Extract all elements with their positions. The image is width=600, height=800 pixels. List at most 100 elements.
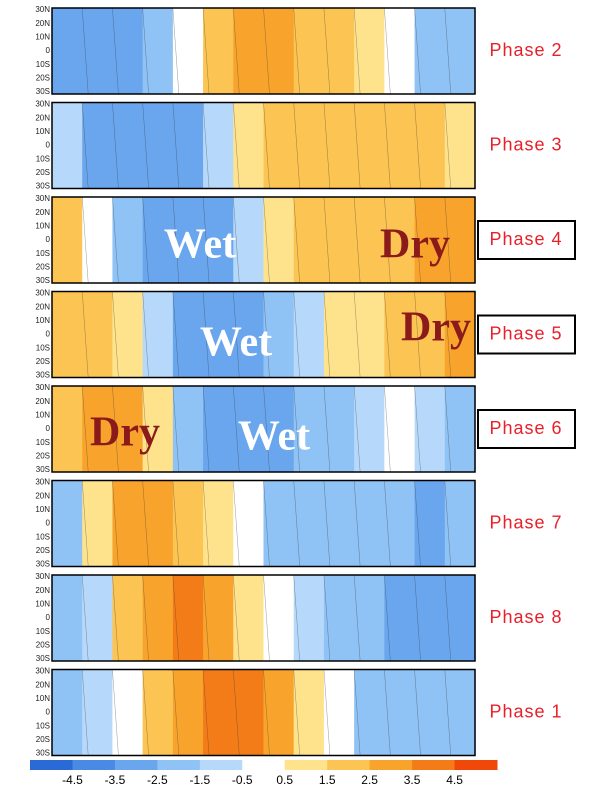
contour <box>202 7 210 95</box>
colorbar-swatch <box>199 760 243 770</box>
colorbar-tick: -1.5 <box>189 773 210 787</box>
contour <box>81 669 89 756</box>
lat-label: 30N <box>35 194 50 203</box>
lat-label: 20S <box>36 357 50 366</box>
contour <box>263 669 270 756</box>
anomaly-cell <box>52 102 83 189</box>
anomaly-cell <box>172 480 204 567</box>
colorbar-tick: 4.5 <box>446 773 463 787</box>
panel-frame <box>51 196 476 284</box>
contour <box>142 196 149 284</box>
panel-frame <box>51 574 476 662</box>
anomaly-cell <box>112 480 144 567</box>
anomaly-cell <box>142 291 174 378</box>
colorbar-swatch <box>72 760 116 770</box>
phase-label: Phase 7 <box>489 512 562 532</box>
contour <box>384 480 391 567</box>
contour <box>384 385 391 473</box>
panel-frame <box>51 290 476 379</box>
anomaly-cell <box>414 386 446 472</box>
contour <box>142 669 149 756</box>
contour <box>142 291 149 378</box>
contour <box>293 669 300 756</box>
contour <box>353 480 361 567</box>
lat-label: 20N <box>35 680 50 689</box>
lat-label: 30N <box>35 5 50 14</box>
anomaly-cell <box>142 102 174 189</box>
colorbar-tick: -3.5 <box>105 773 126 787</box>
lat-label: 30N <box>35 667 50 676</box>
lat-label: 20S <box>36 640 50 649</box>
anomaly-cell <box>112 197 144 283</box>
colorbar-tick: -4.5 <box>62 773 83 787</box>
phase-box <box>477 409 576 449</box>
anomaly-cell <box>112 669 144 756</box>
anomaly-cell <box>52 669 83 756</box>
anomaly-cell <box>293 8 325 94</box>
anomaly-cell <box>323 669 355 756</box>
contour <box>293 7 300 95</box>
lat-label: 30S <box>36 560 50 569</box>
lat-label: 10S <box>36 438 50 447</box>
lat-label: 20S <box>36 546 50 555</box>
contour <box>172 574 180 662</box>
contour <box>414 480 421 567</box>
lat-label: 30N <box>35 289 50 298</box>
lat-label: 20S <box>36 262 50 271</box>
anomaly-cell <box>323 575 355 661</box>
lat-label: 0 <box>46 519 51 528</box>
anomaly-cell <box>82 480 114 567</box>
lat-label: 0 <box>46 613 51 622</box>
contour <box>142 385 149 473</box>
anomaly-cell <box>354 575 385 661</box>
contour <box>202 669 210 756</box>
overlay-text: Dry <box>401 305 471 351</box>
anomaly-cell <box>444 8 476 94</box>
contour <box>233 291 240 378</box>
anomaly-cell <box>142 575 174 661</box>
lat-label: 30S <box>36 654 50 663</box>
contour <box>81 385 89 473</box>
contour <box>444 669 452 756</box>
anomaly-cell <box>263 8 295 94</box>
lat-label: 0 <box>46 330 51 339</box>
anomaly-cell <box>323 291 355 378</box>
lat-label: 10N <box>35 505 50 514</box>
anomaly-cell <box>414 669 446 756</box>
contour <box>353 7 361 95</box>
contour <box>233 196 240 284</box>
lat-label: 30N <box>35 478 50 487</box>
contour <box>414 574 421 662</box>
contour <box>444 7 452 95</box>
panel-frame <box>51 385 476 473</box>
contour <box>323 574 331 662</box>
contour <box>353 196 361 284</box>
overlay-text: Wet <box>164 222 236 268</box>
contour <box>172 291 180 378</box>
anomaly-cell <box>233 575 265 661</box>
lat-label: 10S <box>36 721 50 730</box>
contour <box>233 669 240 756</box>
contour <box>263 196 270 284</box>
contour <box>444 102 452 189</box>
anomaly-cell <box>354 386 385 472</box>
contour <box>414 7 421 95</box>
contour <box>323 7 331 95</box>
contour <box>353 102 361 189</box>
contour <box>444 385 452 473</box>
contour <box>233 574 240 662</box>
anomaly-cell <box>112 575 144 661</box>
contour <box>353 574 361 662</box>
contour <box>172 385 180 473</box>
contour <box>414 291 421 378</box>
contour <box>263 385 270 473</box>
contour <box>172 102 180 189</box>
anomaly-cell <box>414 575 446 661</box>
lat-label: 10N <box>35 221 50 230</box>
contour <box>384 669 391 756</box>
colorbar-swatch <box>157 760 201 770</box>
lat-label: 0 <box>46 708 51 717</box>
anomaly-cell <box>323 102 355 189</box>
contour <box>384 574 391 662</box>
colorbar-swatch <box>114 760 158 770</box>
